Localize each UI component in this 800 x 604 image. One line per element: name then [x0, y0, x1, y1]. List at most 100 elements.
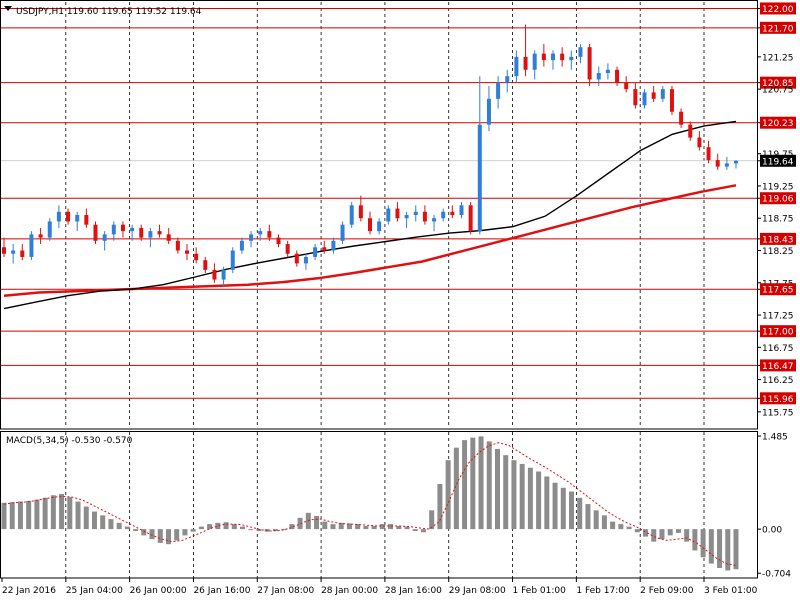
- candle-body: [294, 253, 299, 264]
- candle-body: [377, 221, 382, 232]
- candle-body: [340, 224, 345, 241]
- moving-averages: [3, 120, 737, 310]
- macd-bar: [412, 529, 418, 532]
- macd-bar: [503, 455, 509, 530]
- candle-body: [432, 218, 437, 222]
- macd-bar: [511, 460, 517, 530]
- candle-body: [578, 47, 583, 57]
- level-label: 117.00: [762, 328, 794, 338]
- candle-body: [349, 205, 354, 225]
- macd-bar: [659, 529, 665, 540]
- candle-body: [734, 160, 738, 164]
- macd-bar: [453, 447, 459, 530]
- candle-body: [505, 76, 510, 83]
- macd-tick-label: -0.704: [762, 570, 791, 580]
- candle-body: [651, 92, 656, 99]
- candle-body: [679, 111, 684, 125]
- level-label-bg: [760, 325, 796, 338]
- candle-body: [688, 124, 693, 138]
- macd-bar: [371, 525, 377, 530]
- candle-body: [477, 124, 482, 232]
- time-tick-label: 22 Jan 2016: [2, 586, 56, 596]
- candle-body: [541, 53, 546, 61]
- macd-bar: [297, 517, 303, 530]
- candle-body: [322, 247, 327, 251]
- candle-body: [267, 231, 272, 238]
- time-tick-label: 27 Jan 08:00: [257, 586, 314, 596]
- candle-body: [413, 211, 418, 215]
- price-tick-label: 116.75: [762, 344, 794, 354]
- candle-body: [20, 250, 25, 257]
- macd-bar: [420, 529, 426, 533]
- macd-bar: [248, 529, 254, 531]
- price-tick-label: 119.25: [762, 182, 794, 192]
- macd-bar: [536, 471, 542, 530]
- macd-bar: [240, 526, 246, 530]
- time-tick-label: 29 Jan 08:00: [449, 586, 506, 596]
- level-label: 121.70: [762, 24, 794, 34]
- macd-bar: [346, 523, 352, 530]
- candle-body: [624, 82, 629, 90]
- candle-body: [93, 224, 98, 241]
- macd-bar: [700, 529, 706, 558]
- macd-bar: [643, 529, 649, 537]
- price-tick-label: 118.75: [762, 215, 794, 225]
- macd-bar: [379, 524, 385, 530]
- level-label-bg: [760, 21, 796, 34]
- candle-body: [139, 227, 144, 238]
- candle-body: [486, 98, 491, 125]
- macd-bar: [593, 510, 599, 530]
- macd-bar: [388, 524, 394, 530]
- macd-bar: [314, 515, 320, 530]
- macd-bar: [34, 499, 40, 530]
- macd-bar: [651, 529, 657, 542]
- macd-bar: [26, 500, 32, 530]
- macd-panel-frame: [0, 431, 758, 579]
- level-label: 117.65: [762, 286, 794, 296]
- macd-bar: [396, 525, 402, 530]
- macd-bar: [59, 494, 65, 530]
- candle-body: [194, 253, 199, 261]
- macd-bar: [149, 529, 155, 540]
- candle-body: [120, 224, 125, 232]
- candle-body: [11, 250, 16, 254]
- candle-body: [450, 211, 455, 215]
- price-tick-label: 121.25: [762, 53, 794, 63]
- level-label: 120.85: [762, 79, 794, 89]
- macd-bar: [560, 487, 566, 530]
- title-dropdown-icon[interactable]: [4, 6, 12, 11]
- macd-bar: [462, 440, 468, 530]
- candle-body: [633, 89, 638, 106]
- candle-body: [368, 218, 372, 232]
- macd-bar: [231, 524, 237, 530]
- macd-bar: [165, 529, 171, 545]
- macd-bar: [50, 495, 56, 530]
- macd-bar: [486, 441, 492, 530]
- candle-body: [303, 256, 308, 264]
- macd-bar: [634, 529, 640, 533]
- macd-title: MACD(5,34,5) -0.530 -0.570: [6, 436, 133, 446]
- candle-body: [157, 231, 162, 235]
- candle-body: [276, 237, 281, 245]
- macd-bar: [708, 529, 714, 564]
- macd-bar: [133, 529, 139, 532]
- candle-body: [395, 208, 400, 219]
- candle-body: [2, 247, 6, 254]
- candle-body: [404, 215, 409, 219]
- candle-body: [249, 234, 254, 241]
- time-tick-label: 2 Feb 09:00: [640, 586, 694, 596]
- macd-bar: [289, 524, 295, 530]
- time-tick-label: 26 Jan 16:00: [193, 586, 250, 596]
- macd-bar: [157, 529, 163, 543]
- candle-body: [587, 47, 592, 80]
- current-price-label: 119.64: [762, 157, 794, 167]
- level-label-bg: [760, 232, 796, 245]
- macd-bar: [272, 529, 278, 532]
- macd-bar: [494, 448, 500, 530]
- macd-bar: [83, 506, 89, 530]
- candle-body: [203, 260, 208, 270]
- time-tick-label: 3 Feb 01:00: [704, 586, 758, 596]
- macd-bar: [577, 497, 583, 530]
